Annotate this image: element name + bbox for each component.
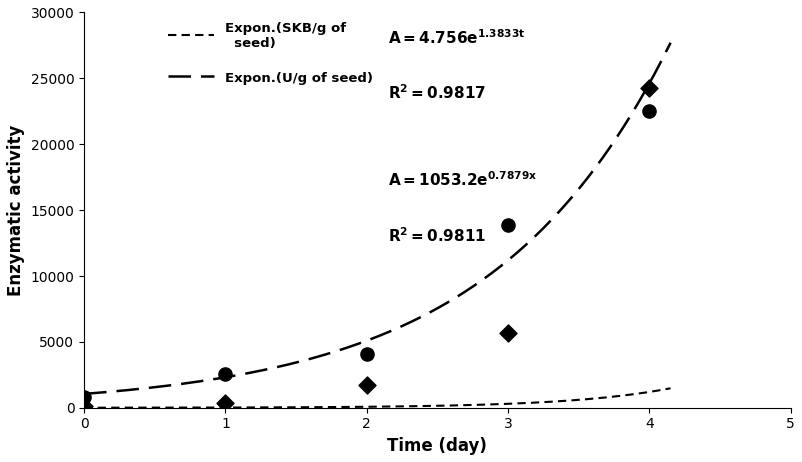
Point — [360, 381, 373, 389]
Point — [78, 394, 91, 401]
Text: $\mathbf{A = 1053.2e^{0.7879x}}$: $\mathbf{A = 1053.2e^{0.7879x}}$ — [388, 170, 537, 189]
Y-axis label: Enzymatic activity: Enzymatic activity — [7, 124, 25, 296]
Text: $\mathbf{R^2 = 0.9817}$: $\mathbf{R^2 = 0.9817}$ — [388, 84, 486, 102]
Point — [360, 350, 373, 358]
Point — [219, 400, 232, 407]
Text: $\mathbf{A = 4.756e^{1.3833t}}$: $\mathbf{A = 4.756e^{1.3833t}}$ — [388, 28, 525, 47]
X-axis label: Time (day): Time (day) — [387, 437, 488, 455]
Point — [501, 221, 514, 228]
Point — [219, 370, 232, 377]
Point — [643, 108, 656, 115]
Point — [501, 329, 514, 336]
Point — [643, 84, 656, 91]
Point — [78, 402, 91, 409]
Legend: Expon.(SKB/g of
  seed), Expon.(U/g of seed): Expon.(SKB/g of seed), Expon.(U/g of see… — [161, 15, 379, 91]
Text: $\mathbf{R^2 = 0.9811}$: $\mathbf{R^2 = 0.9811}$ — [388, 226, 486, 244]
